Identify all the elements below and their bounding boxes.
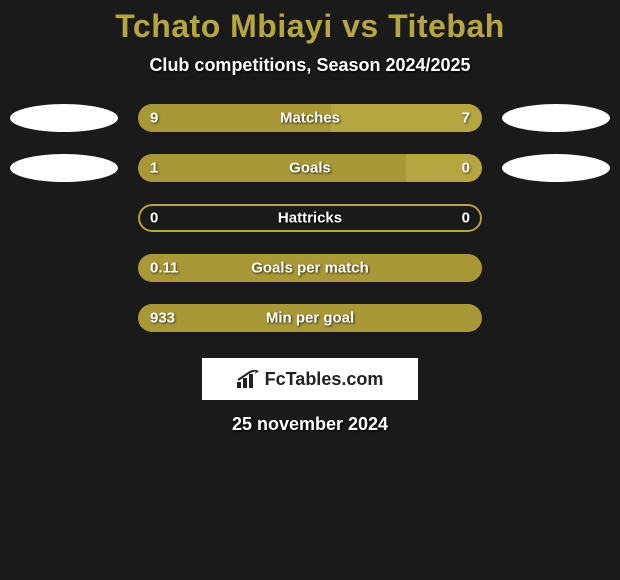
- stat-row: 9 7 Matches: [10, 104, 610, 132]
- stats-list: 9 7 Matches 1 0 Goals 0 0 Hattricks 0.11 Goals per…: [10, 104, 610, 354]
- player-left-marker: [10, 204, 118, 232]
- stat-value-left: 1: [150, 160, 158, 177]
- badge-text: FcTables.com: [265, 369, 384, 390]
- player-right-marker: [502, 254, 610, 282]
- stat-row: 933 Min per goal: [10, 304, 610, 332]
- badge-inner: FcTables.com: [237, 369, 384, 390]
- stat-bar: 1 0 Goals: [138, 154, 482, 182]
- stat-value-left: 9: [150, 110, 158, 127]
- stat-bar: 9 7 Matches: [138, 104, 482, 132]
- stat-label: Matches: [280, 110, 340, 127]
- stat-value-right: 0: [462, 160, 470, 177]
- stat-row: 0.11 Goals per match: [10, 254, 610, 282]
- stat-label: Min per goal: [266, 310, 354, 327]
- source-badge[interactable]: FcTables.com: [202, 358, 418, 400]
- stat-bar: 0 0 Hattricks: [138, 204, 482, 232]
- stat-bar: 933 Min per goal: [138, 304, 482, 332]
- page-title: Tchato Mbiayi vs Titebah: [115, 8, 505, 45]
- player-left-marker: [10, 304, 118, 332]
- stat-value-right: 0: [462, 210, 470, 227]
- stat-label: Goals per match: [251, 260, 369, 277]
- chart-icon: [237, 370, 259, 388]
- subtitle: Club competitions, Season 2024/2025: [149, 55, 470, 76]
- stat-row: 1 0 Goals: [10, 154, 610, 182]
- player-right-marker: [502, 304, 610, 332]
- date-label: 25 november 2024: [232, 414, 388, 435]
- player-right-marker: [502, 154, 610, 182]
- stat-value-left: 933: [150, 310, 175, 327]
- stat-bar: 0.11 Goals per match: [138, 254, 482, 282]
- player-right-marker: [502, 104, 610, 132]
- stat-value-left: 0.11: [150, 260, 178, 277]
- stat-row: 0 0 Hattricks: [10, 204, 610, 232]
- comparison-card: Tchato Mbiayi vs Titebah Club competitio…: [0, 0, 620, 435]
- player-left-marker: [10, 254, 118, 282]
- player-right-marker: [502, 204, 610, 232]
- stat-value-right: 7: [462, 110, 470, 127]
- stat-label: Goals: [289, 160, 331, 177]
- player-left-marker: [10, 104, 118, 132]
- stat-value-left: 0: [150, 210, 158, 227]
- player-left-marker: [10, 154, 118, 182]
- stat-label: Hattricks: [278, 210, 342, 227]
